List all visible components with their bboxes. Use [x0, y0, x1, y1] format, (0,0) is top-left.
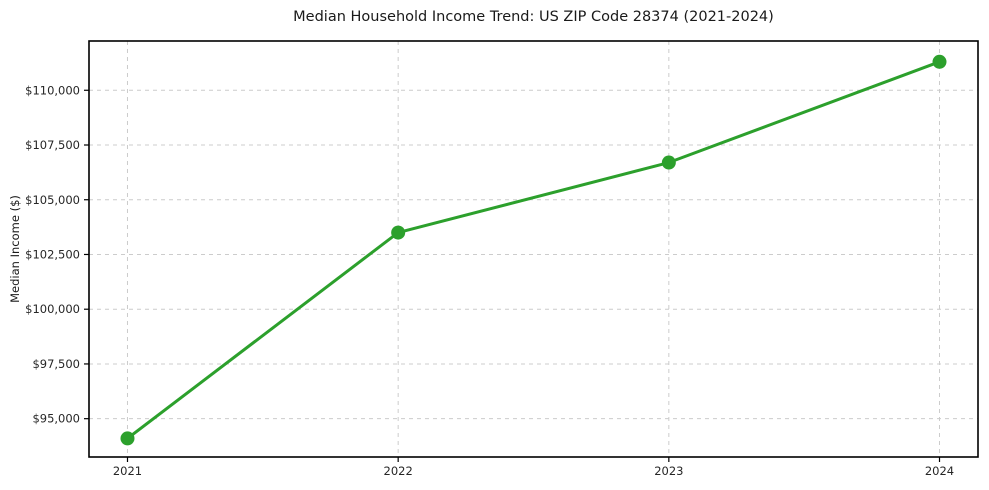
series-line	[125, 60, 942, 440]
y-tick-label: $95,000	[32, 412, 80, 426]
y-axis-title: Median Income ($)	[8, 195, 22, 303]
y-tick-label: $107,500	[25, 138, 80, 152]
x-tick-label: 2023	[654, 464, 683, 478]
x-tick-label: 2021	[113, 464, 142, 478]
y-tick-label: $100,000	[25, 302, 80, 316]
plot-border	[88, 40, 979, 458]
y-tick-label: $105,000	[25, 193, 80, 207]
data-point	[932, 54, 947, 69]
y-tick-label: $102,500	[25, 247, 80, 261]
y-tick-label: $110,000	[25, 83, 80, 97]
x-tick-label: 2024	[925, 464, 954, 478]
data-point	[661, 155, 676, 170]
data-point	[391, 225, 406, 240]
data-point	[120, 431, 135, 446]
y-tick-label: $97,500	[32, 357, 80, 371]
x-tick-label: 2022	[384, 464, 413, 478]
chart-title: Median Household Income Trend: US ZIP Co…	[293, 9, 774, 25]
